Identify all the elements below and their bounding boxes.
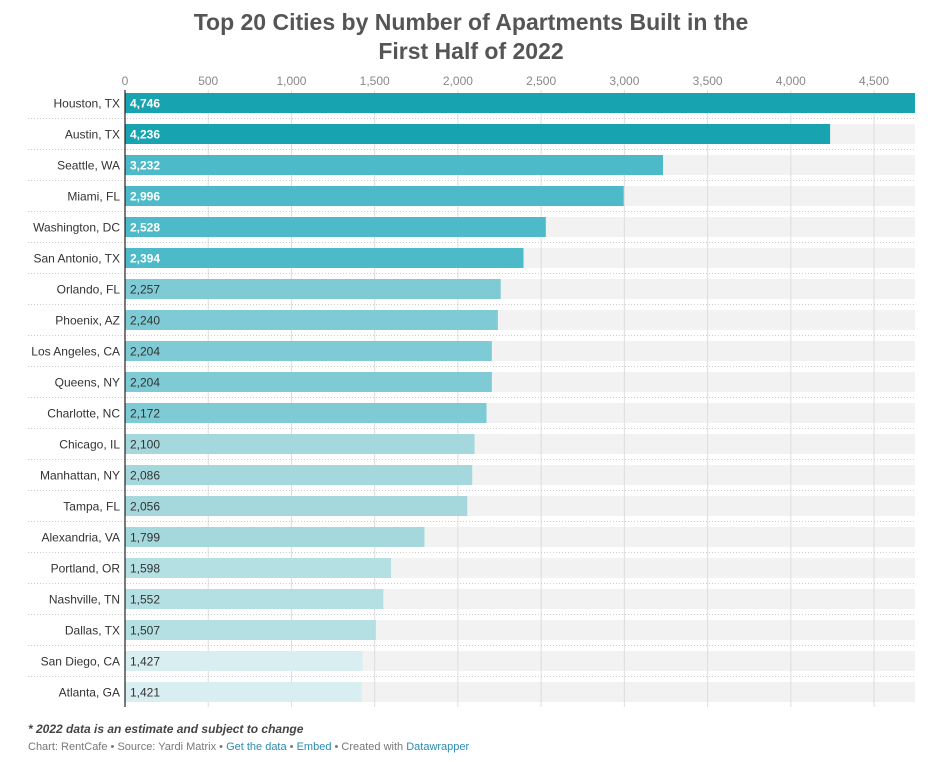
datawrapper-link[interactable]: Datawrapper (406, 741, 470, 753)
bar (125, 124, 831, 144)
bar-value-label: 1,552 (130, 593, 160, 607)
bar (125, 341, 492, 361)
bar (125, 403, 487, 423)
x-tick-label: 500 (198, 74, 218, 88)
credit-chart-by: Chart: RentCafe (28, 741, 108, 753)
category-label: Austin, TX (65, 128, 120, 142)
category-label: Houston, TX (54, 97, 120, 111)
bar (125, 496, 468, 516)
bar-value-label: 3,232 (130, 159, 160, 173)
bar (125, 558, 391, 578)
category-label: Seattle, WA (57, 159, 120, 173)
category-label: Charlotte, NC (47, 407, 120, 421)
bar-value-label: 2,240 (130, 314, 160, 328)
category-label: Alexandria, VA (42, 531, 121, 545)
bar-chart: 0 500 1,000 1,500 2,000 2,500 3,000 3,500 4,000 4… (0, 70, 952, 710)
bar (125, 465, 473, 485)
x-tick-label: 1,000 (276, 74, 306, 88)
x-tick-label: 0 (122, 74, 129, 88)
bar (125, 682, 362, 702)
bar-value-label: 2,996 (130, 190, 160, 204)
bar (125, 620, 376, 640)
bar (125, 248, 524, 268)
category-label: Manhattan, NY (40, 469, 120, 483)
bar-chart-svg: 0 500 1,000 1,500 2,000 2,500 3,000 3,500 4,000 4… (28, 74, 915, 707)
x-tick-label: 4,500 (859, 74, 889, 88)
credit-separator: • (107, 741, 118, 753)
bar-value-label: 1,598 (130, 562, 160, 576)
x-tick-label: 2,500 (526, 74, 556, 88)
bar (125, 589, 384, 609)
category-label: Phoenix, AZ (55, 314, 120, 328)
bar (125, 93, 915, 113)
category-label: San Diego, CA (41, 655, 120, 669)
bar (125, 310, 498, 330)
credit-separator: • (331, 741, 342, 753)
bar (125, 155, 663, 175)
bar (125, 217, 546, 237)
bar (125, 279, 501, 299)
bar (125, 527, 425, 547)
get-the-data-link[interactable]: Get the data (226, 741, 287, 753)
category-label: Orlando, FL (57, 283, 121, 297)
bar-value-label: 2,100 (130, 438, 160, 452)
category-label: Tampa, FL (63, 500, 120, 514)
category-label: Dallas, TX (65, 624, 120, 638)
footnote: * 2022 data is an estimate and subject t… (28, 722, 304, 736)
category-label: Queens, NY (55, 376, 120, 390)
category-label: Miami, FL (67, 190, 120, 204)
category-label: Nashville, TN (49, 593, 120, 607)
bar-value-label: 2,056 (130, 500, 160, 514)
bar (125, 434, 475, 454)
chart-credits: Chart: RentCafe • Source: Yardi Matrix •… (28, 741, 469, 753)
embed-link[interactable]: Embed (296, 741, 332, 753)
bar-value-label: 2,257 (130, 283, 160, 297)
category-label: Washington, DC (33, 221, 120, 235)
category-label: Atlanta, GA (59, 686, 120, 700)
bar-value-label: 4,746 (130, 97, 160, 111)
category-label: Portland, OR (51, 562, 121, 576)
chart-title-line-1: Top 20 Cities by Number of Apartments Bu… (193, 9, 749, 35)
credit-separator: • (216, 741, 227, 753)
bar-value-label: 2,528 (130, 221, 160, 235)
chart-title-line-2: First Half of 2022 (378, 38, 564, 64)
bar-value-label: 2,086 (130, 469, 160, 483)
bar-value-label: 2,204 (130, 376, 160, 390)
category-label: San Antonio, TX (33, 252, 120, 266)
x-tick-label: 3,000 (609, 74, 639, 88)
credit-separator: • (286, 741, 297, 753)
x-tick-label: 2,000 (443, 74, 473, 88)
bar-value-label: 1,427 (130, 655, 160, 669)
credit-created-with: Created with (341, 741, 407, 753)
bar-value-label: 1,421 (130, 686, 160, 700)
bar-value-label: 2,172 (130, 407, 160, 421)
bar-value-label: 1,507 (130, 624, 160, 638)
x-tick-label: 4,000 (776, 74, 806, 88)
bar (125, 372, 492, 392)
category-label: Chicago, IL (59, 438, 120, 452)
x-tick-label: 1,500 (360, 74, 390, 88)
bar (125, 651, 363, 671)
bar-value-label: 1,799 (130, 531, 160, 545)
category-label: Los Angeles, CA (31, 345, 120, 359)
x-tick-label: 3,500 (693, 74, 723, 88)
bar-value-label: 2,204 (130, 345, 160, 359)
bar-value-label: 4,236 (130, 128, 160, 142)
chart-title: Top 20 Cities by Number of Apartments Bu… (0, 8, 942, 66)
credit-source: Source: Yardi Matrix (117, 741, 217, 753)
bar (125, 186, 624, 206)
bar-value-label: 2,394 (130, 252, 160, 266)
